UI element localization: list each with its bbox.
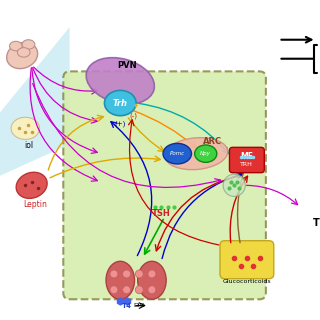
Text: T: T [313, 218, 320, 228]
Text: T4: T4 [122, 303, 132, 308]
FancyBboxPatch shape [229, 147, 264, 173]
Text: Npy: Npy [200, 151, 211, 156]
Ellipse shape [195, 145, 217, 162]
Text: DIO: DIO [133, 303, 145, 308]
Ellipse shape [17, 48, 30, 57]
Ellipse shape [138, 261, 166, 299]
Ellipse shape [110, 270, 118, 278]
Ellipse shape [104, 90, 136, 116]
Text: Leptin: Leptin [23, 200, 47, 209]
Ellipse shape [223, 174, 245, 196]
Ellipse shape [10, 41, 22, 51]
Ellipse shape [7, 43, 38, 68]
Text: Pomc: Pomc [170, 151, 185, 156]
Ellipse shape [163, 143, 191, 164]
Text: (+): (+) [115, 120, 126, 127]
Text: TRH: TRH [240, 162, 253, 167]
Text: ARC: ARC [203, 137, 222, 146]
Polygon shape [0, 27, 70, 176]
Text: T3: T3 [150, 303, 160, 308]
Text: iol: iol [24, 141, 33, 150]
Text: ✦: ✦ [133, 103, 139, 109]
Text: (-): (-) [129, 112, 137, 119]
Ellipse shape [22, 40, 35, 49]
Ellipse shape [11, 117, 40, 140]
Text: ME: ME [240, 152, 253, 161]
Text: Glucocorticoids: Glucocorticoids [223, 279, 271, 284]
Ellipse shape [135, 286, 143, 294]
Ellipse shape [106, 261, 134, 299]
Ellipse shape [86, 58, 154, 104]
Ellipse shape [135, 270, 143, 278]
Ellipse shape [16, 172, 47, 198]
FancyBboxPatch shape [63, 71, 266, 299]
Text: Trh: Trh [113, 99, 128, 108]
Text: TSH: TSH [152, 209, 171, 218]
FancyBboxPatch shape [220, 241, 274, 279]
Ellipse shape [148, 270, 156, 278]
Ellipse shape [165, 138, 228, 170]
Ellipse shape [123, 286, 131, 294]
Text: PVN: PVN [117, 60, 136, 69]
Ellipse shape [148, 286, 156, 294]
Ellipse shape [110, 286, 118, 294]
Ellipse shape [123, 270, 131, 278]
